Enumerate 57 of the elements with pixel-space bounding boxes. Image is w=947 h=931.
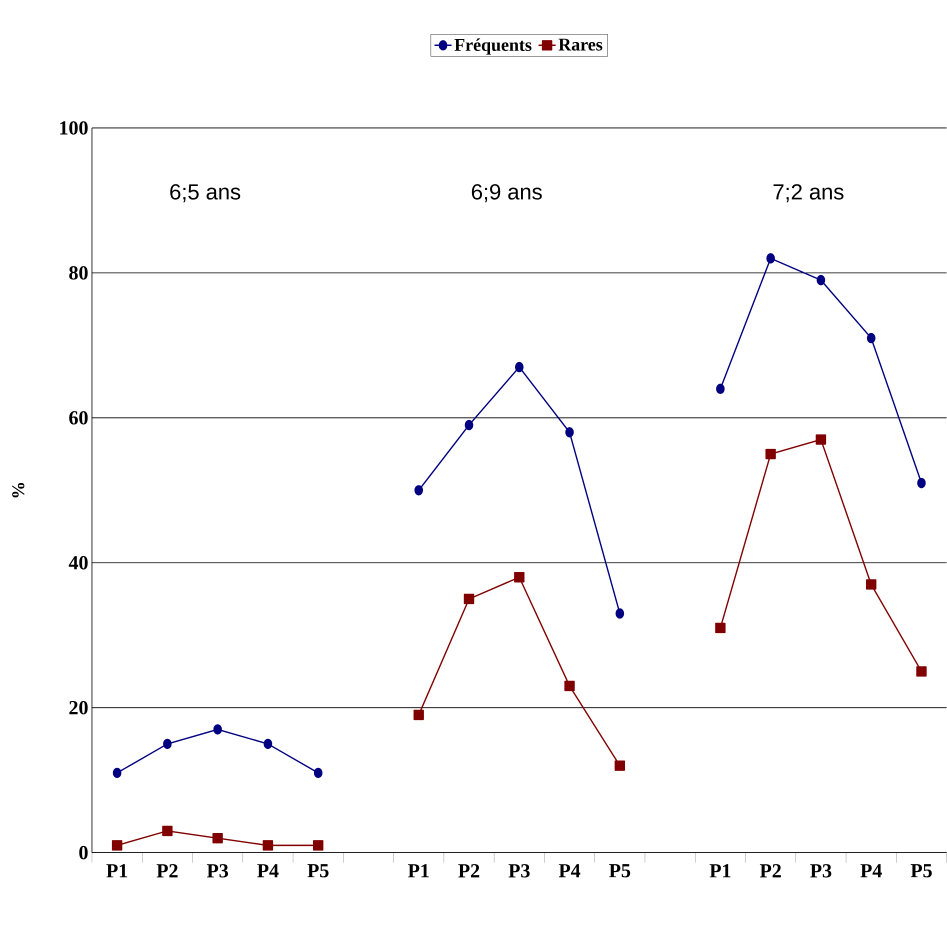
- x-tick-label: P1: [710, 864, 730, 878]
- x-tick-label: P5: [910, 864, 932, 878]
- x-tick-label: P3: [206, 864, 228, 878]
- point: [816, 275, 826, 286]
- point: [816, 434, 826, 445]
- x-tick-label: P3: [508, 864, 530, 878]
- legend-label: Rares: [558, 38, 602, 51]
- point: [716, 384, 725, 394]
- x-tick-label: P3: [810, 864, 832, 878]
- x-tick-label: P4: [558, 864, 580, 878]
- point: [715, 622, 726, 634]
- point: [464, 420, 474, 430]
- x-tick-label: P5: [609, 864, 630, 878]
- point: [514, 362, 524, 372]
- x-tick-label: P5: [307, 864, 329, 878]
- x-tick-label: P2: [156, 864, 178, 878]
- x-tick-label: P2: [458, 864, 480, 878]
- y-tick-label: 20: [69, 701, 88, 715]
- y-tick-label: 60: [69, 411, 88, 425]
- annotation: 6;9 ans: [472, 184, 542, 202]
- x-tick-label: P4: [860, 864, 882, 878]
- point: [112, 768, 122, 778]
- point: [866, 579, 876, 590]
- point: [262, 840, 274, 851]
- x-tick-label: P2: [760, 864, 781, 878]
- point: [112, 840, 122, 851]
- x-tick-label: P1: [106, 864, 128, 878]
- point: [616, 608, 624, 619]
- point: [565, 427, 574, 438]
- point: [766, 253, 775, 264]
- point: [464, 594, 474, 604]
- point: [414, 485, 424, 496]
- point: [514, 572, 524, 583]
- point: [264, 738, 272, 750]
- point: [564, 680, 575, 692]
- annotation: 6;5 ans: [170, 184, 240, 202]
- point: [213, 724, 222, 735]
- point: [866, 333, 876, 344]
- point: [916, 666, 927, 677]
- y-tick-label: 80: [69, 266, 88, 280]
- point: [917, 478, 926, 488]
- point: [162, 826, 173, 836]
- x-tick-label: P4: [257, 864, 279, 878]
- annotation: 7;2 ans: [774, 184, 844, 202]
- point: [312, 840, 324, 851]
- point: [614, 760, 626, 772]
- point: [163, 738, 172, 750]
- point: [414, 710, 424, 720]
- y-axis-title: %: [12, 483, 24, 498]
- legend-label: Fréquents: [454, 38, 532, 55]
- point: [765, 449, 776, 460]
- y-tick-label: 40: [68, 556, 88, 570]
- x-tick-label: P1: [408, 864, 429, 878]
- point: [212, 833, 223, 844]
- point: [314, 768, 322, 778]
- y-tick-label: 100: [60, 121, 88, 135]
- y-tick-label: 0: [79, 846, 88, 860]
